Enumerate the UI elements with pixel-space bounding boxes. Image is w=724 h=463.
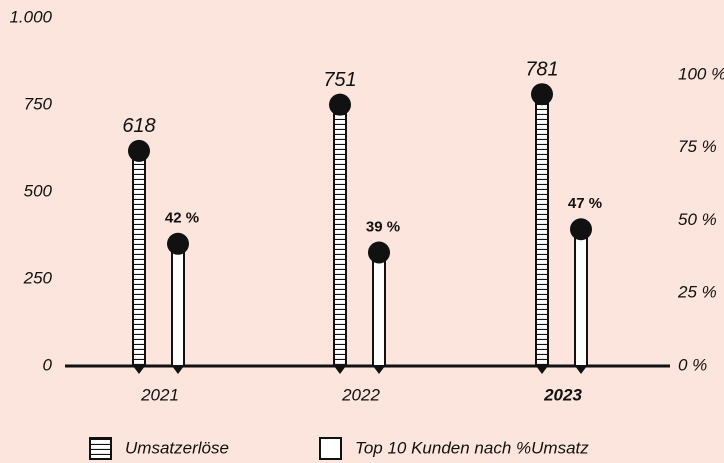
value-label: 39 %: [366, 218, 400, 235]
value-label: 618: [122, 115, 155, 137]
bar-tip: [172, 366, 184, 374]
x-tick-label: 2022: [341, 385, 380, 404]
bar: [535, 93, 549, 367]
y2-tick-label: 75 %: [678, 137, 717, 156]
bar-tip: [373, 366, 385, 374]
bar-tip: [133, 366, 145, 374]
value-label: 47 %: [568, 195, 602, 212]
legend-label: Umsatzerlöse: [125, 438, 229, 457]
value-label: 42 %: [165, 210, 199, 227]
bar-head: [570, 218, 592, 241]
bar-tip: [334, 366, 346, 374]
y2-tick-label: 0 %: [678, 355, 707, 374]
bar: [372, 251, 386, 367]
y-tick-label: 750: [24, 94, 53, 113]
y-tick-label: 1.000: [9, 7, 52, 26]
bar-tip: [536, 366, 548, 374]
bar-tip: [575, 366, 587, 374]
legend-swatch: [89, 437, 112, 460]
y2-tick-label: 25 %: [677, 283, 717, 302]
bar-head: [531, 83, 553, 106]
y-tick-label: 0: [43, 355, 53, 374]
bar: [171, 242, 185, 367]
y2-tick-label: 100 %: [678, 64, 724, 83]
bar-head: [329, 93, 351, 116]
y-tick-label: 500: [24, 181, 53, 200]
x-tick-label: 2021: [140, 385, 179, 404]
legend-swatch: [319, 437, 342, 460]
bar-head: [167, 232, 189, 255]
x-tick-label: 2023: [543, 385, 582, 404]
value-label: 781: [525, 58, 558, 80]
y2-tick-label: 50 %: [678, 210, 717, 229]
value-label: 751: [323, 69, 356, 91]
y-tick-label: 250: [23, 268, 53, 287]
bar-head: [368, 241, 390, 264]
legend-label: Top 10 Kunden nach %Umsatz: [355, 438, 589, 457]
bar: [333, 103, 347, 367]
bar: [132, 149, 146, 367]
bar: [574, 228, 588, 367]
bar-head: [128, 139, 150, 162]
